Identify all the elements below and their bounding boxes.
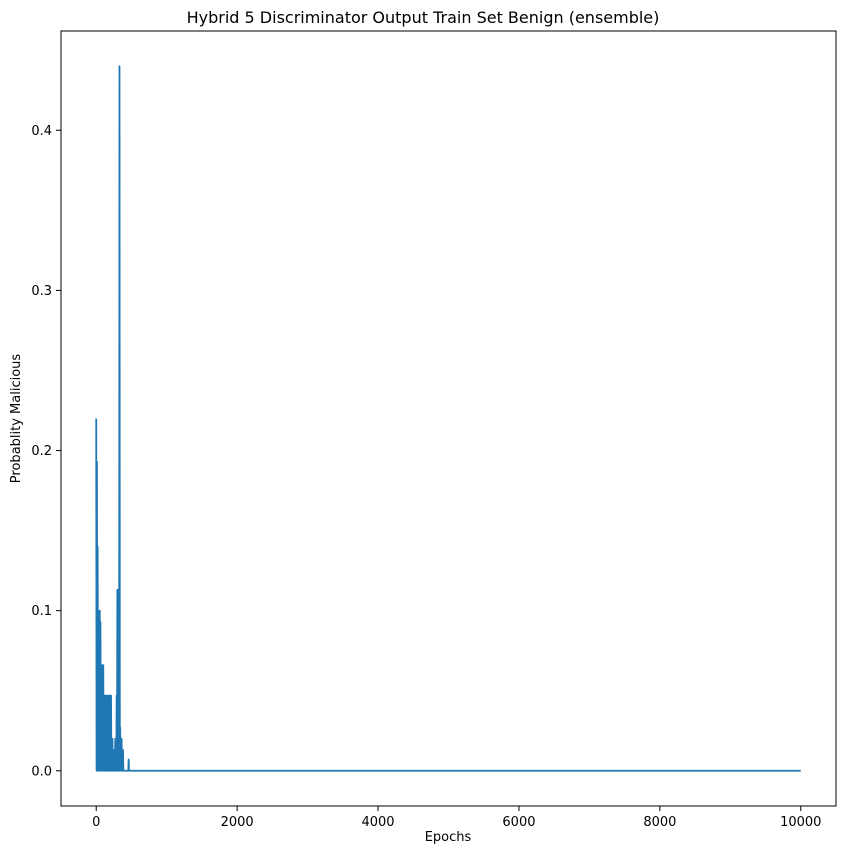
x-tick-label: 0 xyxy=(92,815,100,830)
chart-title: Hybrid 5 Discriminator Output Train Set … xyxy=(187,8,660,27)
y-tick-label: 0.3 xyxy=(31,284,52,299)
series-line xyxy=(95,65,801,772)
y-tick-label: 0.4 xyxy=(31,124,52,139)
x-axis-label: Epochs xyxy=(425,830,472,845)
x-tick-label: 6000 xyxy=(502,815,535,830)
y-tick-label: 0.2 xyxy=(31,444,52,459)
x-tick-label: 10000 xyxy=(780,815,821,830)
y-tick-label: 0.1 xyxy=(31,604,52,619)
x-tick-label: 4000 xyxy=(361,815,394,830)
y-axis-label: Probablity Malicious xyxy=(9,354,24,484)
y-axis-ticks: 0.0 0.1 0.2 0.3 0.4 xyxy=(31,124,61,779)
x-axis-ticks: 0 2000 4000 6000 8000 10000 xyxy=(92,806,821,830)
plot-frame xyxy=(60,30,837,807)
x-tick-label: 2000 xyxy=(221,815,254,830)
x-tick-label: 8000 xyxy=(643,815,676,830)
y-tick-label: 0.0 xyxy=(31,764,52,779)
